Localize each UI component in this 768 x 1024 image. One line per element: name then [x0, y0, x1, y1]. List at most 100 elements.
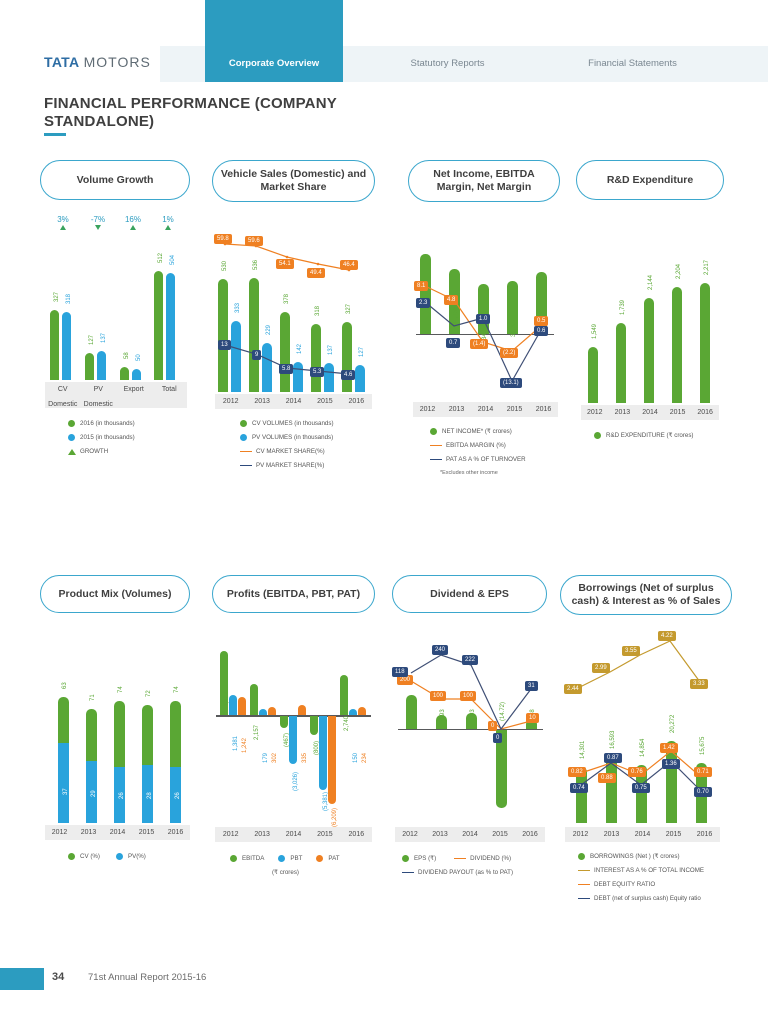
- legend-dash-cv-share-icon: [240, 451, 252, 452]
- bar-cv-2013: [249, 278, 259, 392]
- bar-cv-2015: [311, 324, 321, 392]
- tag-pv-share-2013: 9: [252, 350, 262, 360]
- legend-dot-cv-icon: [240, 420, 247, 427]
- bar-pv-mix-2015: [142, 765, 153, 823]
- legend-dash-interest-icon: [578, 870, 590, 871]
- legend-label-borrowings: BORROWINGS (Net ) (₹ crores): [590, 853, 680, 860]
- bar-label-pat-2014: 335: [302, 752, 308, 763]
- bar-label-rnd-2014: 2,144: [648, 274, 654, 290]
- nav-tab-statutory-reports[interactable]: Statutory Reports: [410, 58, 485, 69]
- bar-label-pat-2013: 302: [272, 752, 278, 763]
- axis-tick-export: Export: [123, 386, 144, 393]
- axis-profits: 2012 2013 2014 2015 2016: [215, 827, 372, 842]
- legend-dash-debt-equity-icon: [578, 884, 590, 885]
- legend-label-cv-mix: CV (%): [80, 853, 100, 860]
- bar-label-2015-pv: 137: [101, 332, 107, 343]
- legend-label-pv-volumes: PV VOLUMES (in thousands): [252, 434, 334, 441]
- tag-ebitda-2013: 4.8: [444, 295, 459, 305]
- bar-ebitda-2015: [310, 716, 318, 735]
- axis-product-mix: 2012 2013 2014 2015 2016: [45, 825, 190, 840]
- tag-pat-2014: 1.0: [476, 314, 491, 324]
- bar-label-2016-total: 512: [158, 252, 164, 263]
- bar-label-pv-mix-2014: 26: [119, 792, 125, 799]
- bar-pv-2015: [324, 363, 334, 392]
- bar-label-pbt-2014: (3,026): [293, 771, 299, 791]
- growth-cv-domestic: 3%: [46, 215, 80, 230]
- tag-debt-net-2013: 0.87: [604, 753, 622, 763]
- tag-debt-equity-2013: 0.88: [598, 773, 616, 783]
- bar-ebitda-2016: [340, 675, 348, 715]
- bar-cv-2016: [342, 322, 352, 392]
- bar-cv-mix-2013: [86, 709, 97, 761]
- bar-net-income-2012: [420, 254, 431, 334]
- axis-tick-2015: 2015: [317, 398, 333, 405]
- bar-label-pv-mix-2016: 26: [175, 792, 181, 799]
- axis-tick-2013: 2013: [614, 409, 631, 416]
- tag-debt-net-2014: 0.75: [632, 783, 650, 793]
- axis-tick-2016: 2016: [535, 406, 552, 413]
- bar-label-cv-mix-2014: 74: [118, 686, 124, 693]
- legend-dot-2015-icon: [68, 434, 75, 441]
- bar-2015-export: [132, 369, 141, 380]
- axis-tick-2012: 2012: [51, 829, 68, 836]
- axis-tick-2013: 2013: [603, 831, 620, 838]
- legend-net-income: NET INCOME* (₹ crores) EBITDA MARGIN (%)…: [430, 426, 526, 479]
- chart-dividend-eps: Dividend & EPS 1.95 0.93 1.03 (14.72) 0.…: [392, 575, 557, 895]
- axis-tick-2015: 2015: [669, 409, 686, 416]
- tag-interest-2012: 2.44: [564, 684, 582, 694]
- chart-rnd-expenditure: R&D Expenditure 1,549 1,739 2,144 2,204 …: [576, 160, 731, 460]
- tag-pat-2013: 0.7: [446, 338, 461, 348]
- bar-label-2016-cv: 327: [54, 291, 60, 302]
- growth-export: 16%: [116, 215, 150, 230]
- plot-vehicle-sales: 59.8 59.6 54.1 49.4 46.4 530 333 536 229…: [212, 232, 375, 392]
- bar-2016-pv: [85, 353, 94, 380]
- bar-pat-2014: [298, 705, 306, 715]
- legend-label-debt-net: DEBT (net of surplus cash) Equity ratio: [594, 895, 701, 902]
- tag-dividend-2015: 0: [488, 721, 498, 731]
- axis-tick-2014: 2014: [462, 831, 478, 838]
- axis-tick-2016: 2016: [522, 831, 538, 838]
- bar-pat-2012: [238, 697, 246, 715]
- bar-cv-2012: [218, 279, 228, 392]
- legend-volume-growth: 2016 (in thousands) 2015 (in thousands) …: [68, 418, 135, 460]
- bar-pbt-2012: [229, 695, 237, 715]
- bar-label-2015-export: 50: [136, 354, 142, 361]
- bar-net-income-2015: [507, 281, 518, 334]
- tag-ebitda-2015: (2.2): [500, 348, 519, 358]
- legend-profits: EBITDA PBT PAT (₹ crores): [230, 853, 340, 878]
- bar-cv-mix-2016: [170, 701, 181, 767]
- nav-tab-financial-statements[interactable]: Financial Statements: [588, 58, 677, 69]
- legend-label-cv-share: CV MARKET SHARE(%): [256, 448, 325, 455]
- tag-interest-2016: 3.33: [690, 679, 708, 689]
- bar-pv-mix-2013: [86, 761, 97, 823]
- footer-report-text: 71st Annual Report 2015-16: [88, 972, 207, 983]
- legend-borrowings: BORROWINGS (Net ) (₹ crores) INTEREST AS…: [578, 851, 704, 907]
- legend-dot-ebitda-icon: [230, 855, 237, 862]
- nav-tab-corporate-overview[interactable]: Corporate Overview: [205, 46, 343, 82]
- zero-line-net-income: [416, 334, 554, 335]
- legend-label-cv-volumes: CV VOLUMES (in thousands): [252, 420, 334, 427]
- axis-tick-pv-domestic: PV Domestic: [83, 386, 113, 408]
- page-header: TATA MOTORS Corporate Overview Statutory…: [0, 0, 768, 82]
- legend-label-net-income: NET INCOME* (₹ crores): [442, 428, 512, 435]
- legend-dot-pv-icon: [240, 434, 247, 441]
- tag-dividend-2014: 100: [460, 691, 477, 701]
- nav-left-spacer: [0, 46, 160, 82]
- legend-label-pat: PAT: [328, 855, 340, 862]
- bar-eps-2014: [466, 713, 477, 729]
- bar-pv-mix-2012: [58, 743, 69, 823]
- bar-label-2016-pv: 127: [89, 334, 95, 345]
- tag-dividend-2012: 200: [397, 675, 414, 685]
- legend-dash-pv-share-icon: [240, 465, 252, 466]
- logo-motors-text: MOTORS: [83, 54, 151, 70]
- tag-interest-2013: 2.99: [592, 663, 610, 673]
- bar-rnd-2013: [616, 323, 626, 403]
- legend-label-interest: INTEREST AS A % OF TOTAL INCOME: [594, 867, 705, 874]
- tag-pat-2012: 2.3: [416, 298, 431, 308]
- bar-eps-2012: [406, 695, 417, 729]
- bar-pbt-2014: [289, 716, 297, 764]
- bar-pat-2013: [268, 707, 276, 715]
- chart-title-profits: Profits (EBITDA, PBT, PAT): [212, 575, 375, 613]
- page-title: FINANCIAL PERFORMANCE (COMPANY STANDALON…: [44, 95, 337, 130]
- legend-unit-profits: (₹ crores): [272, 869, 299, 876]
